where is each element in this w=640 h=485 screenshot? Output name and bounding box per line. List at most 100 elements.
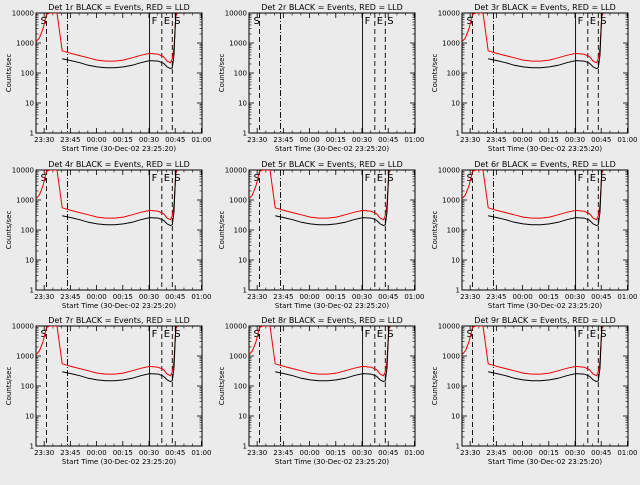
x-axis-label: Start Time (30-Dec-02 23:25:20) (488, 458, 602, 466)
series-lld-line (249, 170, 391, 221)
x-tick-label: 00:00 (86, 449, 106, 457)
panel-det-5: Det 5r BLACK = Events, RED = LLD 1 10 100 10… (218, 160, 425, 310)
panel-det-7: Det 7r BLACK = Events, RED = LLD 1 10 100 10… (5, 316, 212, 466)
x-tick-label: 23:30 (247, 136, 267, 144)
y-tick-label: 100 (234, 227, 247, 235)
marker-label: F (578, 16, 584, 27)
y-tick-label: 10 (451, 257, 460, 265)
y-tick-label: 10000 (225, 323, 247, 331)
series-events-line (488, 326, 604, 383)
y-tick-label: 10000 (438, 323, 460, 331)
y-axis-label: Counts/sec (5, 367, 13, 406)
y-tick-label: 10000 (225, 167, 247, 175)
y-tick-label: 1 (30, 287, 34, 295)
x-tick-label: 00:30 (565, 293, 585, 301)
series-events-line (62, 13, 178, 70)
series-lld-line (462, 170, 604, 221)
y-tick-label: 1000 (16, 40, 34, 48)
marker-label: F (365, 329, 371, 340)
marker-label: S (466, 329, 472, 340)
marker-label: E (377, 173, 383, 184)
x-tick-label: 00:45 (378, 293, 398, 301)
x-tick-label: 00:15 (113, 293, 133, 301)
y-tick-label: 100 (234, 70, 247, 78)
x-tick-label: 00:00 (299, 293, 319, 301)
plot-frame (35, 12, 203, 134)
marker-label: F (152, 16, 158, 27)
x-tick-label: 00:45 (165, 136, 185, 144)
y-tick-label: 100 (447, 70, 460, 78)
y-tick-label: 1000 (442, 197, 460, 205)
x-tick-label: 00:15 (113, 136, 133, 144)
y-tick-label: 1000 (16, 353, 34, 361)
panel-det-1: Det 1r BLACK = Events, RED = LLD 1 10 100 10… (5, 3, 212, 153)
x-tick-label: 00:15 (539, 136, 559, 144)
y-tick-label: 10 (238, 100, 247, 108)
marker-label: S (40, 329, 46, 340)
x-tick-label: 23:45 (486, 136, 506, 144)
x-tick-label: 01:00 (191, 136, 211, 144)
x-tick-label: 00:45 (165, 293, 185, 301)
y-tick-label: 1000 (442, 40, 460, 48)
x-tick-label: 00:30 (565, 449, 585, 457)
x-tick-label: 00:15 (539, 449, 559, 457)
x-tick-label: 00:00 (86, 293, 106, 301)
x-tick-label: 01:00 (617, 136, 637, 144)
series-lld-line (462, 326, 604, 377)
x-tick-label: 23:30 (247, 449, 267, 457)
x-tick-label: 23:30 (34, 136, 54, 144)
x-tick-label: 23:45 (273, 449, 293, 457)
x-axis-label: Start Time (30-Dec-02 23:25:20) (275, 302, 389, 310)
marker-label: S (174, 16, 180, 27)
y-tick-label: 1000 (229, 197, 247, 205)
x-axis-label: Start Time (30-Dec-02 23:25:20) (62, 145, 176, 153)
series-events-line (62, 326, 178, 383)
x-tick-label: 00:45 (378, 449, 398, 457)
series-lld-line (36, 326, 178, 377)
marker-label: E (590, 173, 596, 184)
x-axis-label: Start Time (30-Dec-02 23:25:20) (62, 302, 176, 310)
y-tick-label: 100 (21, 227, 34, 235)
marker-label: S (600, 16, 606, 27)
y-tick-label: 10000 (12, 167, 34, 175)
marker-label: E (164, 16, 170, 27)
marker-label: S (253, 329, 259, 340)
x-tick-label: 00:15 (326, 293, 346, 301)
x-tick-label: 23:30 (460, 293, 480, 301)
x-tick-label: 00:00 (299, 136, 319, 144)
x-tick-label: 00:45 (165, 449, 185, 457)
y-tick-label: 1 (30, 130, 34, 138)
y-tick-label: 100 (447, 383, 460, 391)
series-events-line (275, 170, 391, 227)
x-tick-label: 23:30 (34, 449, 54, 457)
x-tick-label: 23:45 (273, 136, 293, 144)
y-tick-label: 100 (234, 383, 247, 391)
marker-label: S (40, 173, 46, 184)
panel-det-2: Det 2r BLACK = Events, RED = LLD 1 10 100 10… (218, 3, 425, 153)
x-tick-label: 00:00 (86, 136, 106, 144)
x-tick-label: 23:30 (34, 293, 54, 301)
y-tick-label: 10 (451, 100, 460, 108)
y-tick-label: 1 (456, 130, 460, 138)
y-tick-label: 10 (238, 257, 247, 265)
y-axis-label: Counts/sec (431, 211, 439, 250)
x-axis-label: Start Time (30-Dec-02 23:25:20) (275, 458, 389, 466)
chart-title: Det 3r BLACK = Events, RED = LLD (474, 3, 616, 12)
y-tick-label: 1 (456, 443, 460, 451)
panel-det-4: Det 4r BLACK = Events, RED = LLD 1 10 100 10… (5, 160, 212, 310)
x-tick-label: 23:45 (60, 293, 80, 301)
x-tick-label: 23:45 (60, 136, 80, 144)
y-axis-label: Counts/sec (218, 367, 226, 406)
x-axis-label: Start Time (30-Dec-02 23:25:20) (275, 145, 389, 153)
marker-label: S (174, 329, 180, 340)
y-tick-label: 100 (21, 383, 34, 391)
series-events-line (488, 13, 604, 70)
y-axis-label: Counts/sec (5, 54, 13, 93)
x-tick-label: 00:15 (326, 136, 346, 144)
y-axis-label: Counts/sec (5, 211, 13, 250)
marker-label: F (578, 329, 584, 340)
x-tick-label: 00:45 (591, 293, 611, 301)
plot-frame (248, 169, 416, 291)
plot-frame (461, 169, 629, 291)
